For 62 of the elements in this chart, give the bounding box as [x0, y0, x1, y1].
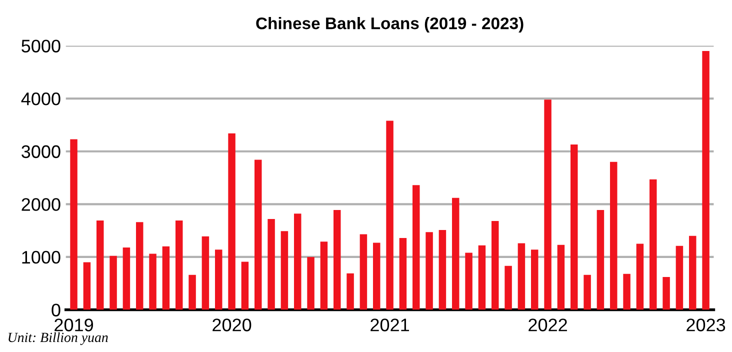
- bar: [241, 262, 249, 310]
- bar: [399, 238, 407, 310]
- bar: [531, 250, 538, 310]
- bar: [334, 210, 341, 310]
- x-tick-label: 2022: [528, 318, 567, 332]
- bar: [412, 185, 420, 310]
- bar: [676, 246, 684, 310]
- bar: [544, 100, 552, 310]
- bar: [136, 222, 144, 310]
- y-tick-label: 3000: [22, 145, 60, 158]
- bar: [110, 256, 117, 310]
- bar: [438, 230, 446, 310]
- bar: [426, 232, 433, 310]
- bar: [373, 242, 380, 310]
- bar: [452, 198, 460, 310]
- x-tick-label: 2019: [54, 318, 94, 332]
- y-tick-label: 0: [52, 304, 60, 316]
- bar: [360, 234, 368, 310]
- bar: [596, 210, 604, 310]
- bar: [584, 274, 591, 310]
- bar: [492, 221, 499, 310]
- bar: [254, 160, 262, 310]
- bar: [228, 133, 236, 310]
- bar: [294, 214, 302, 310]
- bar: [175, 220, 183, 310]
- bar: [650, 179, 657, 310]
- y-tick-label: 4000: [21, 92, 60, 106]
- bar: [122, 247, 130, 310]
- bar: [149, 254, 156, 310]
- x-tick-label: 2023: [686, 318, 726, 332]
- y-tick-label: 5000: [22, 40, 60, 52]
- bar: [386, 120, 394, 310]
- bar: [478, 245, 486, 310]
- bar: [70, 139, 78, 310]
- x-tick-label: 2020: [212, 318, 252, 332]
- bar: [662, 277, 670, 310]
- x-tick-label: 2021: [370, 318, 409, 332]
- bar: [702, 51, 710, 310]
- bar: [610, 162, 618, 310]
- bar: [188, 274, 196, 310]
- bar: [465, 252, 472, 310]
- bar: [346, 273, 354, 310]
- bar: [83, 262, 91, 310]
- bar: [214, 250, 222, 310]
- bar: [96, 220, 104, 310]
- y-tick-label: 1000: [22, 250, 60, 264]
- bar: [320, 242, 328, 310]
- bar: [557, 244, 565, 310]
- text: Unit: Billion yuan: [8, 332, 108, 345]
- bar: [268, 218, 275, 310]
- bar: [202, 236, 210, 310]
- bar: [307, 256, 314, 310]
- bar: [636, 244, 644, 310]
- y-tick-label: 2000: [22, 198, 60, 211]
- bar: [570, 144, 578, 310]
- bar: [689, 236, 696, 310]
- bar: [504, 266, 512, 310]
- bar: [518, 243, 526, 310]
- chart-title: Chinese Bank Loans (2019 - 2023): [256, 17, 524, 33]
- bar: [162, 246, 170, 310]
- bar: [280, 231, 288, 310]
- bar: [623, 274, 630, 310]
